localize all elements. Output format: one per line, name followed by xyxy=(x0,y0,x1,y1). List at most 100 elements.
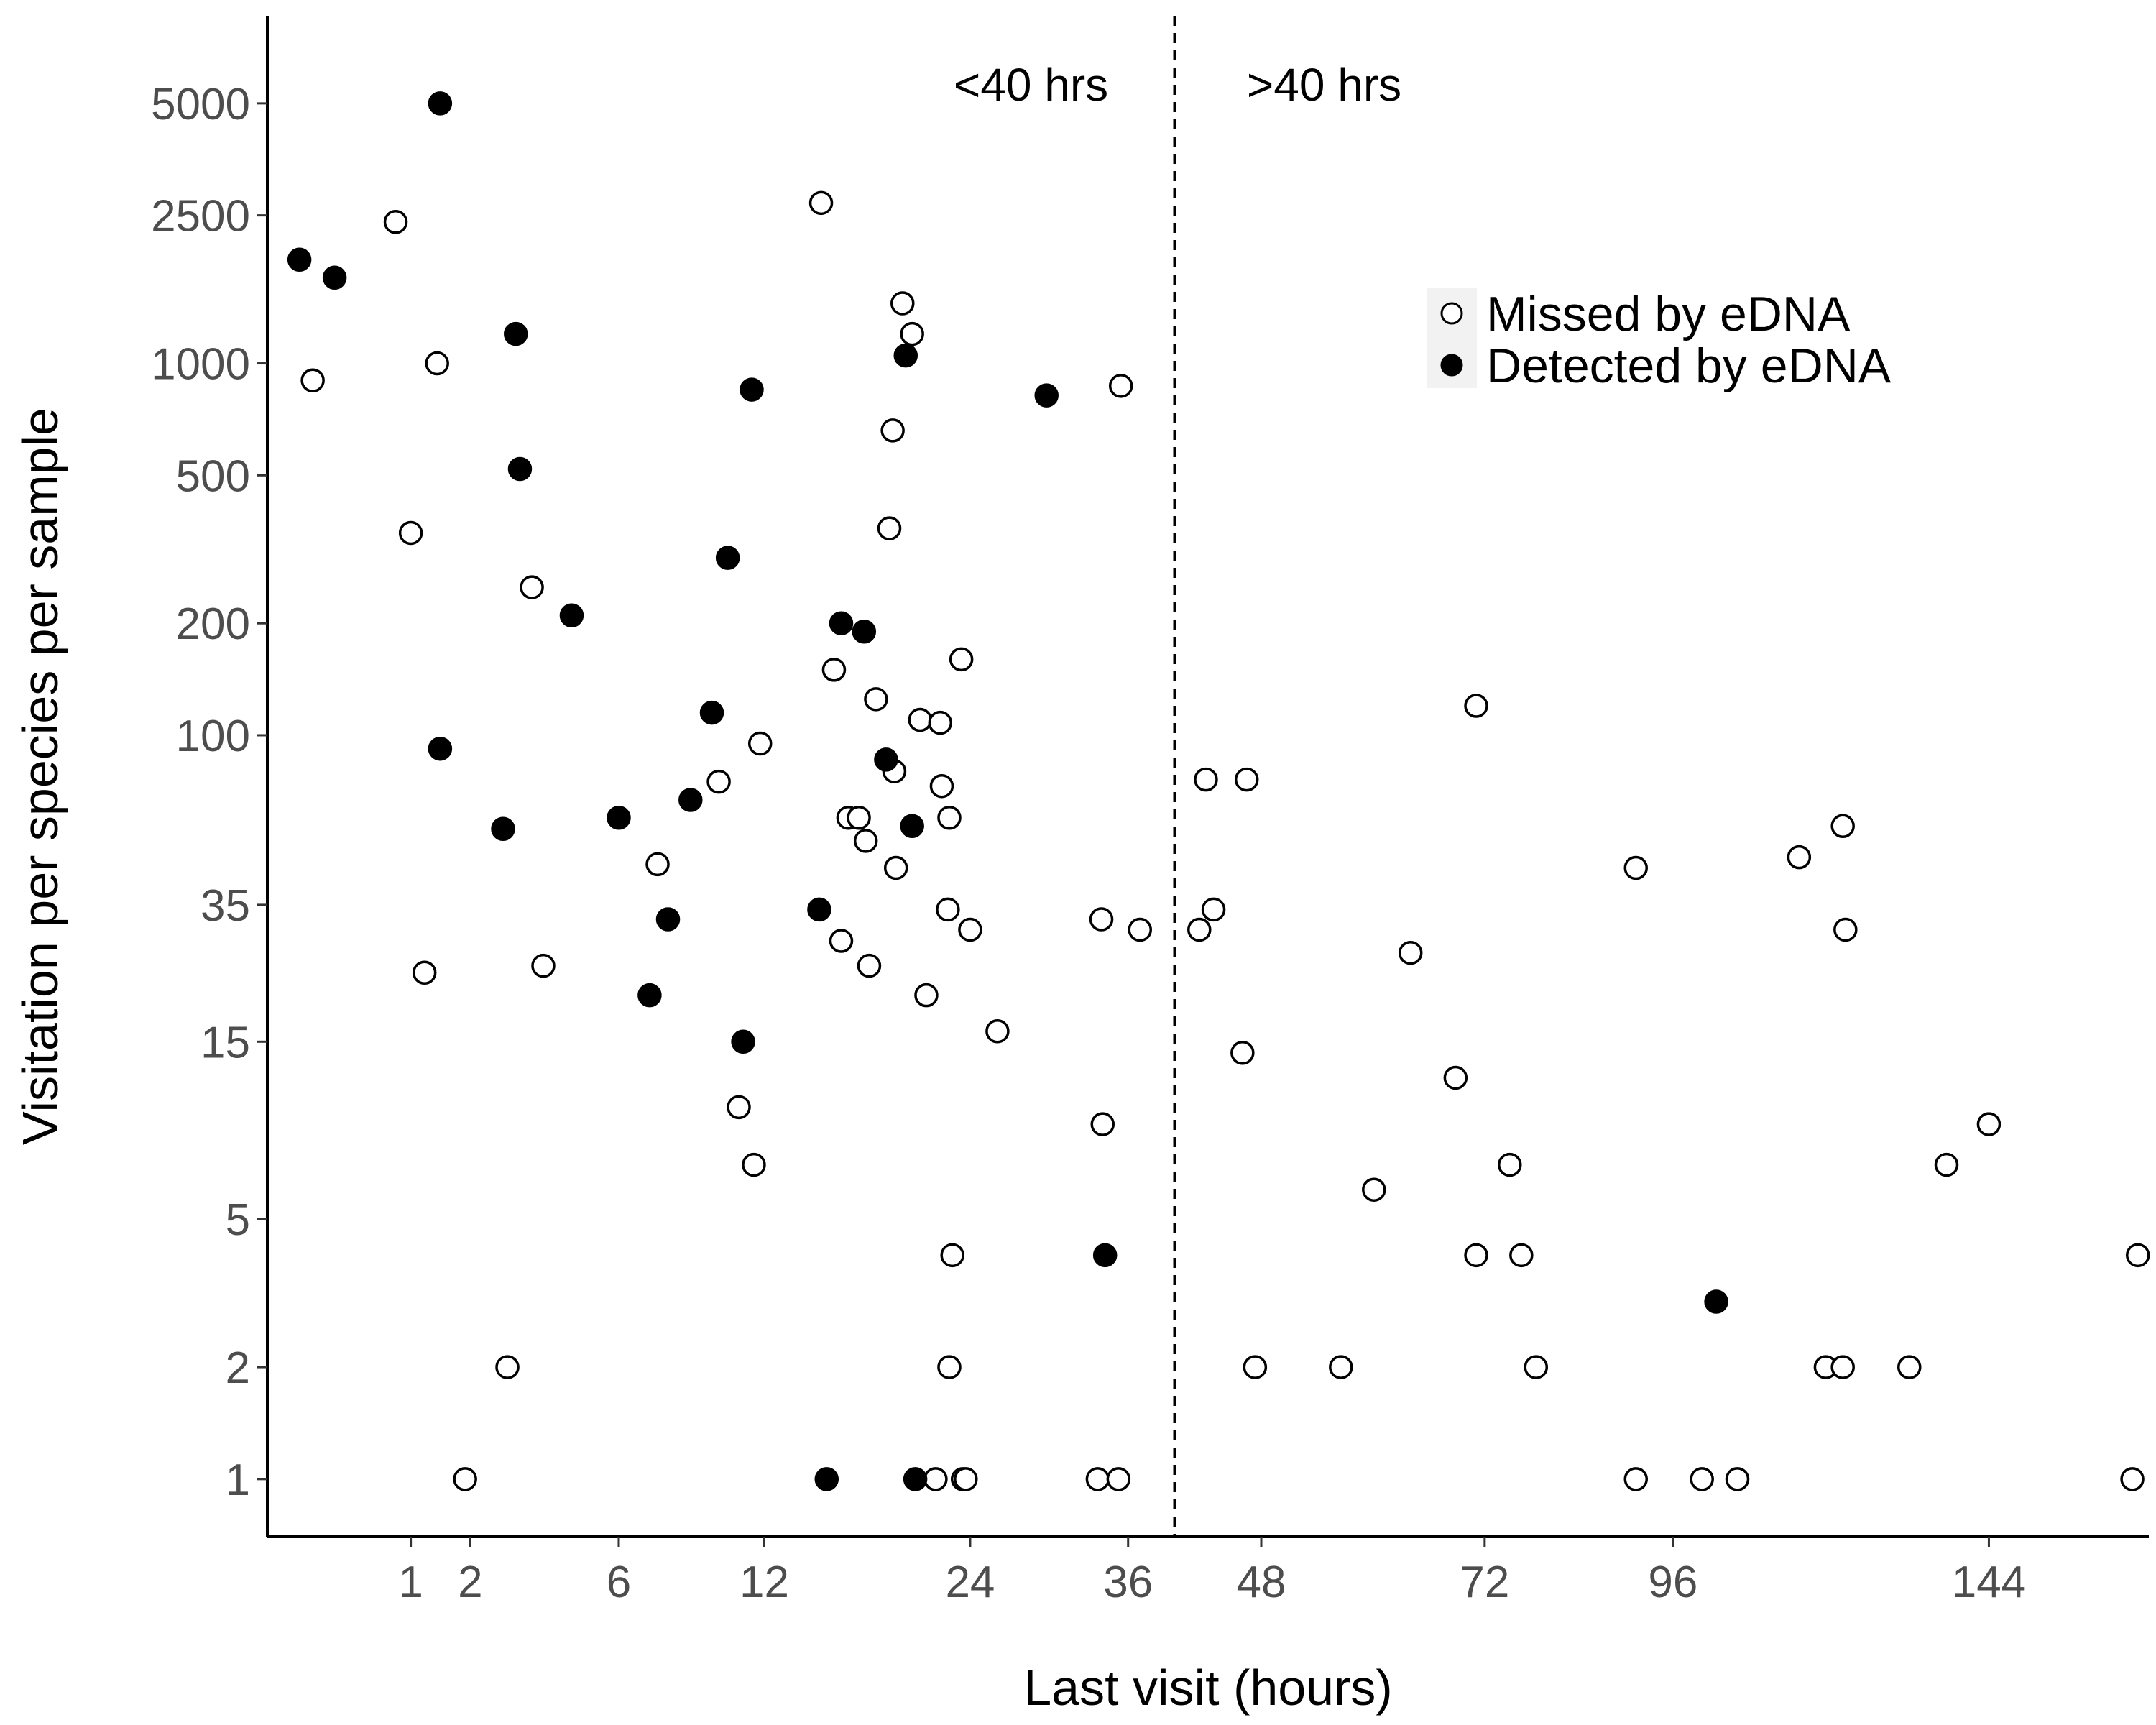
missed-point xyxy=(1787,845,1812,870)
missed-point xyxy=(923,1467,948,1491)
missed-point xyxy=(928,710,953,735)
data-points xyxy=(287,91,2150,1491)
missed-point xyxy=(1830,814,1855,839)
detected-point xyxy=(322,265,347,290)
missed-point xyxy=(706,769,731,794)
missed-point xyxy=(412,960,437,985)
missed-point xyxy=(940,1243,964,1268)
missed-point xyxy=(1085,1467,1110,1491)
y-tick-label: 1 xyxy=(226,1455,250,1505)
x-ticks: 1 2 6 12 24 36 48 72 96 144 xyxy=(398,1537,2026,1607)
detected-point xyxy=(559,603,584,628)
missed-point xyxy=(1128,917,1152,942)
missed-point xyxy=(954,1467,978,1491)
missed-point xyxy=(1934,1152,1959,1177)
y-tick-label: 100 xyxy=(176,712,250,761)
x-tick-label: 48 xyxy=(1237,1558,1286,1607)
missed-point xyxy=(425,351,449,376)
detected-point xyxy=(829,611,854,635)
missed-point xyxy=(645,852,670,877)
detected-point xyxy=(715,546,740,570)
legend-key-detected xyxy=(1440,354,1463,377)
missed-point xyxy=(1362,1177,1386,1202)
missed-point xyxy=(1897,1355,1922,1379)
missed-point xyxy=(864,687,888,712)
missed-point xyxy=(829,929,854,953)
missed-point xyxy=(1234,767,1259,792)
detected-point xyxy=(1092,1243,1118,1268)
detected-point xyxy=(678,788,703,812)
x-axis-title: Last visit (hours) xyxy=(1023,1660,1392,1716)
missed-point xyxy=(300,368,325,392)
detected-point xyxy=(1704,1289,1728,1314)
missed-point xyxy=(900,321,924,346)
detected-point xyxy=(655,907,681,932)
y-tick-label: 500 xyxy=(176,451,250,501)
missed-point xyxy=(1464,1243,1488,1268)
x-tick-label: 36 xyxy=(1103,1558,1153,1607)
y-tick-label: 15 xyxy=(201,1018,250,1067)
missed-point xyxy=(2120,1467,2145,1491)
legend-label-detected: Detected by eDNA xyxy=(1486,339,1892,393)
missed-point xyxy=(747,731,773,756)
detected-point xyxy=(740,377,764,402)
detected-point xyxy=(852,619,877,644)
missed-point xyxy=(985,1019,1010,1044)
missed-point xyxy=(853,829,878,853)
x-tick-label: 12 xyxy=(740,1558,789,1607)
missed-point xyxy=(937,806,962,830)
missed-point xyxy=(1623,1467,1649,1491)
missed-point xyxy=(1108,374,1133,398)
missed-point xyxy=(857,953,882,978)
missed-point xyxy=(1690,1467,1714,1491)
x-tick-label: 24 xyxy=(945,1558,995,1607)
x-tick-label: 6 xyxy=(607,1558,631,1607)
missed-point xyxy=(877,516,902,540)
missed-point xyxy=(1201,897,1226,922)
detected-point xyxy=(903,1467,928,1491)
detected-point xyxy=(1034,383,1059,408)
detected-point xyxy=(900,814,924,839)
detected-point xyxy=(699,700,724,725)
y-tick-label: 2 xyxy=(226,1343,250,1393)
legend-label-missed: Missed by eDNA xyxy=(1486,287,1851,341)
missed-point xyxy=(2125,1243,2150,1268)
missed-point xyxy=(1464,694,1488,718)
missed-point xyxy=(1090,1112,1115,1136)
missed-point xyxy=(1830,1355,1855,1379)
missed-point xyxy=(1524,1355,1549,1379)
missed-point xyxy=(1089,907,1114,932)
x-tick-label: 72 xyxy=(1460,1558,1509,1607)
missed-point xyxy=(1329,1355,1353,1379)
x-tick-label: 96 xyxy=(1648,1558,1697,1607)
detected-point xyxy=(504,321,528,346)
detected-point xyxy=(637,983,662,1008)
detected-point xyxy=(428,736,453,761)
y-tick-label: 1000 xyxy=(151,340,250,390)
missed-point xyxy=(1243,1355,1268,1379)
missed-point xyxy=(520,575,544,599)
missed-point xyxy=(1833,917,1858,942)
missed-point xyxy=(453,1467,477,1491)
missed-point xyxy=(958,917,982,942)
detected-point xyxy=(807,897,831,922)
missed-point xyxy=(1398,940,1423,965)
y-axis-title: Visitation per species per sample xyxy=(12,408,68,1145)
y-tick-label: 2500 xyxy=(151,192,250,242)
missed-point xyxy=(821,658,847,682)
missed-point xyxy=(1623,855,1649,880)
annotation-under-40: <40 hrs xyxy=(954,59,1108,111)
missed-point xyxy=(1194,767,1218,792)
missed-point xyxy=(1106,1467,1131,1491)
legend: Missed by eDNA Detected by eDNA xyxy=(1427,287,1892,393)
missed-point xyxy=(398,520,423,546)
missed-point xyxy=(808,190,834,216)
annotation-over-40: >40 hrs xyxy=(1247,59,1401,111)
missed-point xyxy=(1498,1152,1522,1177)
missed-point xyxy=(495,1355,520,1379)
axes xyxy=(266,16,2149,1538)
x-tick-label: 2 xyxy=(458,1558,482,1607)
y-tick-label: 5000 xyxy=(151,80,250,129)
missed-point xyxy=(937,1355,962,1379)
